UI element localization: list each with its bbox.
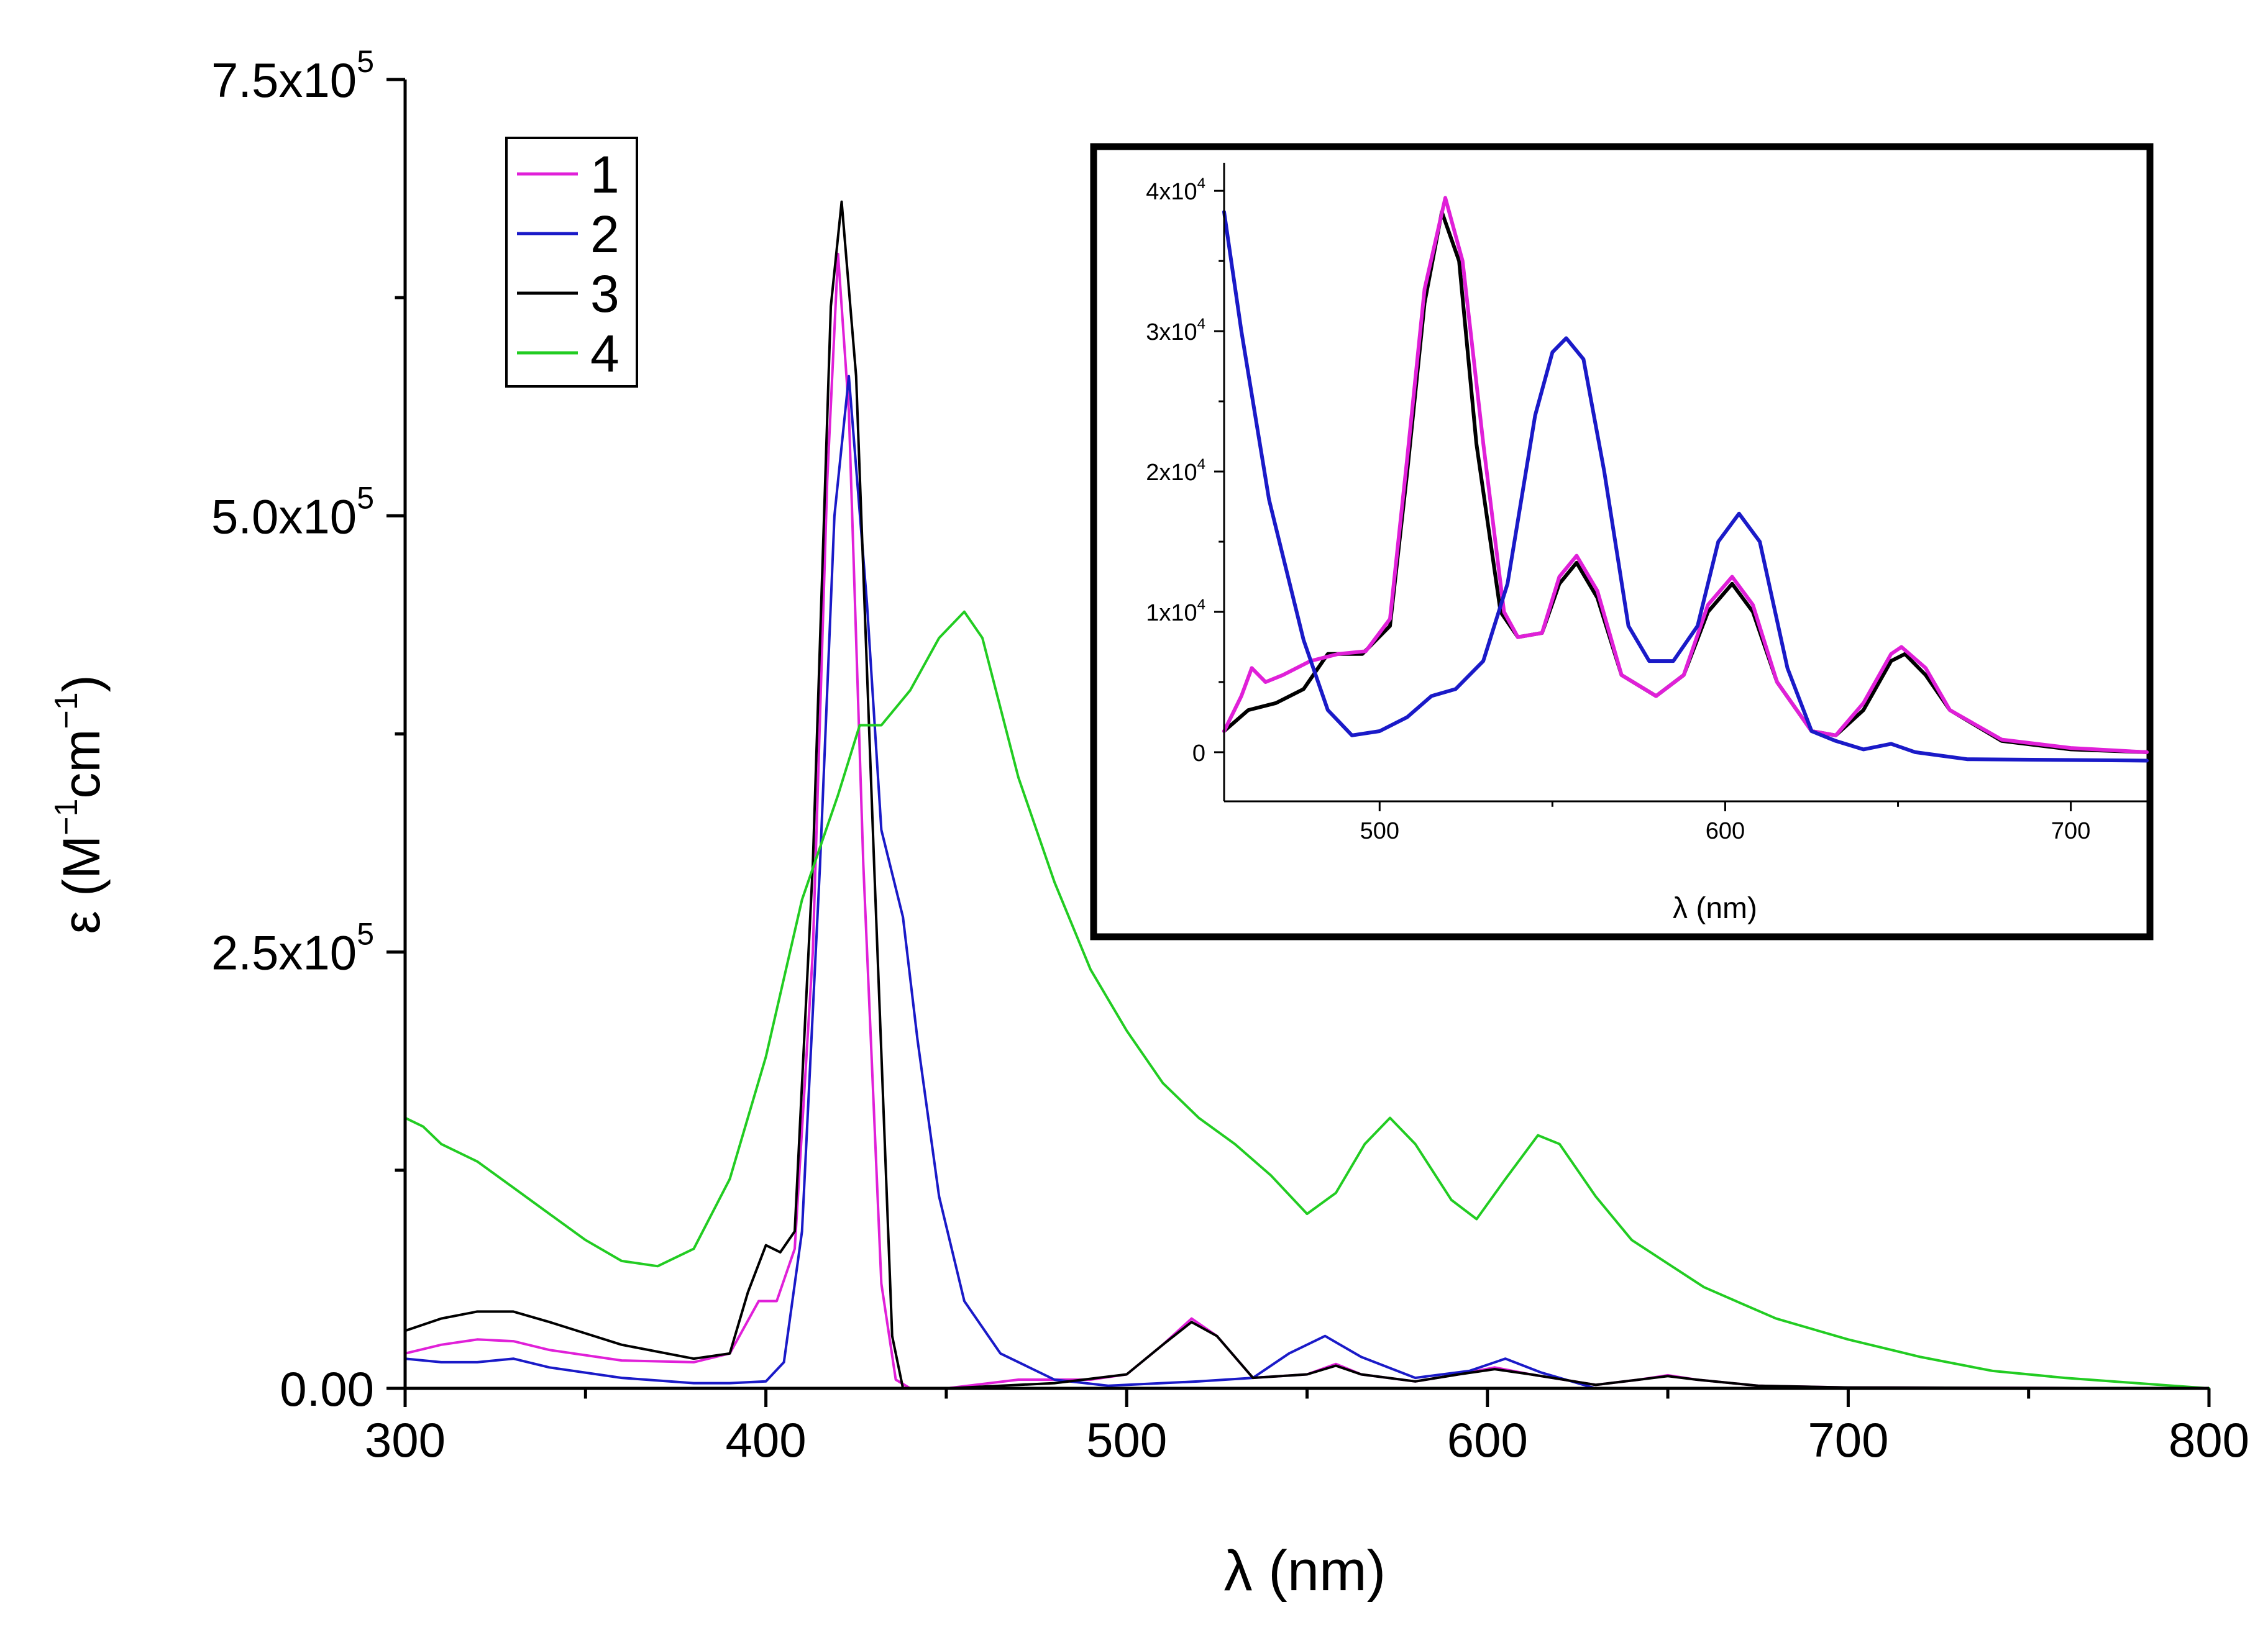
inset-series-3-line [1222, 210, 2149, 754]
main-x-axis-label: λ (nm) [1224, 1539, 1386, 1603]
main-x-tick-label: 600 [1447, 1413, 1528, 1467]
main-x-tick-label: 300 [365, 1413, 446, 1467]
main-y-tick-label: 5.0x105 [211, 480, 374, 544]
main-x-tick-label: 400 [726, 1413, 807, 1467]
main-y-tick-exponent: 5 [357, 480, 374, 515]
inset-x-axis-label: λ (nm) [1673, 892, 1757, 925]
inset-y-tick-label: 3x104 [1146, 316, 1205, 345]
inset-y-tick-exponent: 4 [1197, 456, 1205, 473]
main-x-tick-label: 800 [2169, 1413, 2249, 1467]
inset-y-tick-label: 4x104 [1146, 175, 1205, 205]
legend-label-3: 3 [590, 265, 620, 323]
y-label-end: ) [52, 675, 111, 692]
inset-x-tick-label: 600 [1706, 818, 1745, 844]
inset-y-tick-exponent: 4 [1197, 316, 1205, 332]
inset-y-tick-label: 0 [1192, 740, 1205, 767]
legend-label-1: 1 [590, 145, 620, 204]
legend-box [505, 137, 638, 388]
inset-series-group [1222, 196, 2149, 763]
inset-frame [1090, 143, 2154, 940]
y-label-sup2: −1 [48, 692, 85, 729]
main-y-tick-mantissa: 7.5x10 [211, 53, 357, 107]
inset-x-tick-label: 700 [2051, 818, 2090, 844]
main-ticks: 300 400 500 600 700 8000.002.5x1055.0x1057.5x… [211, 44, 2249, 1467]
main-series-3-line [404, 200, 2210, 1390]
inset-axes [1223, 163, 2147, 803]
main-y-tick-exponent: 5 [357, 917, 374, 952]
main-y-tick-mantissa: 5.0x10 [211, 489, 357, 544]
inset-y-tick-exponent: 4 [1197, 175, 1205, 192]
inset-y-tick-mantissa: 4x10 [1146, 179, 1197, 205]
main-series-2-line [404, 375, 2210, 1390]
legend-label-2: 2 [590, 205, 620, 263]
main-y-tick-mantissa: 0.00 [280, 1362, 374, 1416]
y-label-main: ε (M [52, 835, 111, 934]
y-label-sup1: −1 [48, 799, 85, 835]
inset-y-tick-mantissa: 2x10 [1146, 460, 1197, 486]
main-x-tick-label: 700 [1808, 1413, 1888, 1467]
inset-y-tick-label: 1x104 [1146, 596, 1205, 626]
main-plot: 300 400 500 600 700 8000.002.5x1055.0x1057.5x… [211, 44, 2249, 1467]
main-y-tick-label: 0.00 [280, 1362, 374, 1416]
inset-y-tick-mantissa: 1x10 [1146, 600, 1197, 626]
main-y-tick-exponent: 5 [357, 44, 374, 79]
inset-y-tick-mantissa: 0 [1192, 740, 1205, 767]
main-y-tick-mantissa: 2.5x10 [211, 926, 357, 980]
inset-series-1-line [1222, 196, 2149, 754]
main-y-tick-label: 2.5x105 [211, 917, 374, 980]
legend-label-4: 4 [590, 324, 620, 383]
main-series-4-line [404, 610, 2210, 1390]
inset-y-tick-mantissa: 3x10 [1146, 319, 1197, 345]
inset-series-2-line [1222, 210, 2149, 763]
main-y-tick-label: 7.5x105 [211, 44, 374, 107]
inset-x-tick-label: 500 [1360, 818, 1399, 844]
inset-y-tick-exponent: 4 [1197, 596, 1205, 613]
main-x-tick-label: 500 [1086, 1413, 1167, 1467]
main-y-axis-label: ε (M−1cm−1) [48, 675, 111, 934]
main-series-group [404, 200, 2210, 1390]
inset-y-tick-label: 2x104 [1146, 456, 1205, 486]
y-label-mid: cm [52, 729, 111, 799]
